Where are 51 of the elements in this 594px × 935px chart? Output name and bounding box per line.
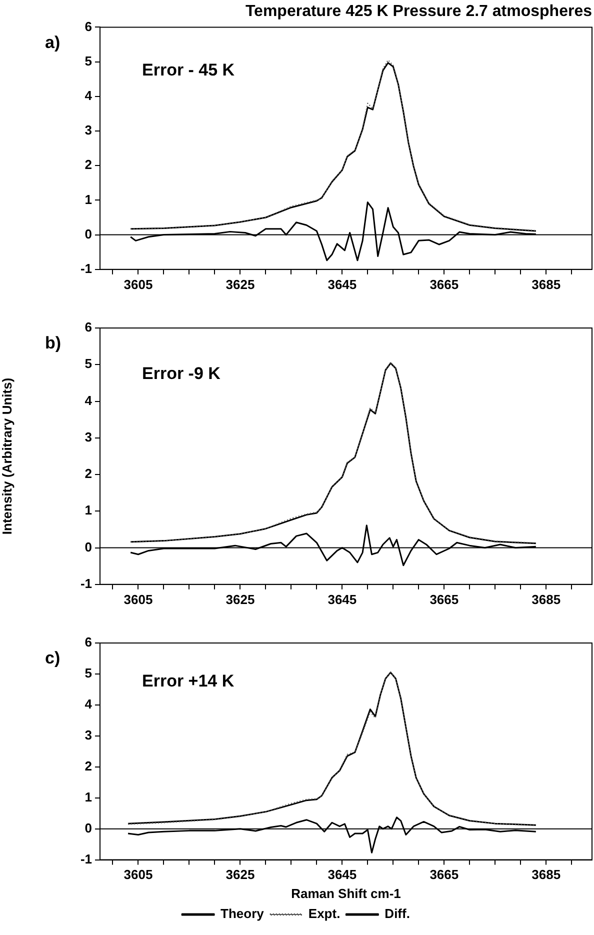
x-tick-label: 3625 [226, 276, 255, 292]
y-tick-label: 6 [84, 320, 92, 335]
x-tick-label: 3685 [532, 276, 561, 292]
x-tick-label: 3605 [124, 276, 153, 292]
x-tick-label: 3605 [124, 867, 153, 882]
x-tick-label: 3625 [226, 592, 255, 607]
legend-label: Expt. [308, 906, 340, 922]
x-tick-label: 3665 [430, 276, 459, 292]
text: c) [45, 648, 60, 668]
legend-label: Theory [220, 906, 265, 922]
y-tick-label: 6 [84, 634, 92, 650]
x-tick-label: 3685 [532, 867, 561, 882]
y-tick-label: -1 [80, 260, 92, 276]
x-tick-label: 3645 [328, 592, 357, 607]
y-tick-label: 2 [84, 466, 92, 482]
x-tick-label: 3605 [124, 592, 153, 607]
annotation: Error - 45 K [142, 60, 236, 80]
y-tick-label: 0 [84, 226, 92, 242]
x-tick-label: 3665 [430, 867, 459, 882]
y-tick-label: 3 [84, 727, 92, 742]
y-tick-label: 4 [84, 696, 93, 712]
y-tick-label: 0 [84, 539, 92, 554]
x-tick-label: 3685 [532, 592, 561, 607]
y-tick-label: 5 [84, 666, 92, 681]
chart-title: Temperature 425 K Pressure 2.7 atmospheres [245, 3, 592, 20]
y-tick-label: 5 [84, 53, 92, 68]
y-tick-label: 3 [84, 429, 92, 444]
y-tick-label: -1 [80, 851, 92, 866]
y-axis-title: Intensity (Arbitrary Units) [0, 378, 14, 535]
y-tick-label: -1 [80, 576, 92, 591]
y-tick-label: 1 [84, 192, 92, 207]
annotation: Error +14 K [142, 672, 235, 691]
x-tick-label: 3625 [226, 867, 255, 882]
y-tick-label: 4 [84, 88, 93, 103]
y-tick-label: 4 [84, 392, 93, 408]
y-tick-label: 1 [84, 502, 92, 518]
y-tick-label: 6 [84, 18, 92, 34]
text: b) [45, 334, 62, 353]
y-tick-label: 2 [84, 758, 92, 774]
annotation: Error -9 K [142, 364, 222, 383]
x-axis-title: Raman Shift cm-1 [291, 886, 401, 901]
x-tick-label: 3665 [430, 592, 459, 607]
legend-label: Diff. [384, 906, 410, 922]
x-tick-label: 3645 [328, 276, 357, 292]
y-tick-label: 0 [84, 820, 92, 836]
text: a) [45, 32, 60, 52]
y-tick-label: 2 [84, 157, 92, 172]
x-tick-label: 3645 [328, 867, 357, 882]
y-tick-label: 3 [84, 122, 92, 138]
y-tick-label: 1 [84, 789, 92, 804]
y-tick-label: 5 [84, 356, 92, 372]
